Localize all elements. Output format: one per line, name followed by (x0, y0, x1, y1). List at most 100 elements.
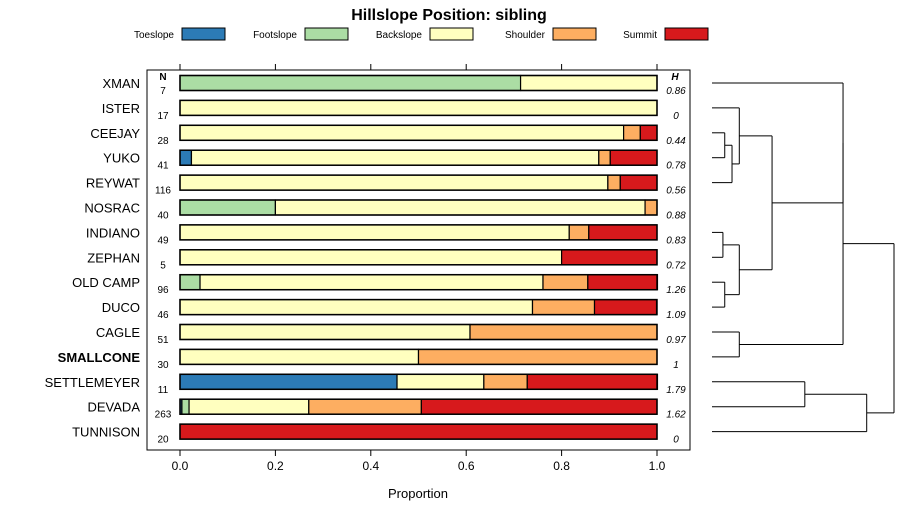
legend-swatch (664, 27, 709, 41)
plot-frame (146, 69, 691, 451)
category-label: INDIANO (86, 225, 140, 240)
h-value: 1.62 (666, 410, 686, 421)
bar-outline (179, 74, 658, 92)
n-value: 51 (157, 335, 169, 346)
bar-segment (179, 323, 471, 341)
bar-segment (179, 224, 570, 241)
legend-label: Shoulder (505, 30, 546, 41)
bar-segment (179, 174, 609, 191)
x-tick-label: 0.4 (362, 459, 379, 473)
h-value: 0.83 (666, 235, 686, 246)
legend-label: Summit (623, 30, 657, 41)
legend-swatch (552, 27, 597, 41)
bar-segment (179, 299, 534, 316)
bar-outline (179, 224, 658, 241)
bar-outline (179, 298, 658, 316)
bar-segment (179, 423, 658, 440)
h-value: 0.88 (666, 211, 686, 222)
bar-segment (588, 224, 658, 241)
h-value: 0 (673, 435, 679, 446)
h-value: 1.09 (666, 310, 686, 321)
bar-segment (420, 398, 658, 415)
bar-segment (639, 124, 658, 141)
bar-segment (181, 398, 190, 415)
category-label: SETTLEMEYER (45, 375, 140, 390)
n-value: 30 (157, 360, 169, 371)
bar-segment (593, 299, 658, 316)
n-value: 41 (157, 161, 169, 172)
category-label: CAGLE (96, 325, 140, 340)
bar-segment (542, 274, 589, 291)
bar-segment (274, 199, 646, 216)
n-value: 11 (158, 385, 169, 396)
n-value: 5 (160, 260, 166, 271)
bar-segment (179, 274, 201, 291)
bar-segment (308, 398, 422, 415)
bar-outline (179, 323, 658, 341)
n-value: 46 (157, 310, 169, 321)
bar-segment (587, 274, 659, 291)
legend-label: Toeslope (134, 30, 174, 41)
h-value: 1 (673, 360, 679, 371)
bar-outline (179, 348, 658, 366)
bar-segment (179, 373, 398, 390)
bar-segment (560, 249, 658, 266)
bar-segment (417, 348, 658, 365)
n-value: 96 (157, 285, 169, 296)
legend-swatch (304, 27, 349, 41)
bar-segment (199, 274, 544, 291)
bar-segment (609, 149, 658, 166)
bar-outline (179, 124, 658, 142)
bar-outline (179, 423, 658, 440)
category-label: TUNNISON (72, 425, 140, 440)
category-label: DEVADA (88, 400, 141, 415)
bar-segment (644, 199, 658, 216)
h-value: 0 (673, 111, 679, 122)
bar-segment (568, 224, 590, 241)
legend-label: Backslope (376, 30, 423, 41)
h-column-header: H (671, 72, 679, 83)
bar-segment (607, 174, 621, 191)
bar-outline (179, 249, 658, 266)
category-label: CEEJAY (90, 126, 140, 141)
bar-outline (179, 373, 658, 391)
bar-segment (531, 299, 596, 316)
bar-segment (179, 199, 277, 216)
category-label: OLD CAMP (72, 275, 140, 290)
bar-segment (179, 348, 420, 365)
chart-title: Hillslope Position: sibling (351, 7, 547, 24)
category-label: XMAN (102, 76, 140, 91)
legend-swatch (429, 27, 474, 41)
legend-label: Footslope (253, 30, 297, 41)
x-tick-label: 1.0 (649, 459, 666, 473)
dendrogram (712, 82, 895, 433)
category-label: YUKO (103, 151, 140, 166)
bar-segment (179, 124, 625, 141)
x-axis-label: Proportion (388, 486, 448, 501)
bar-segment (598, 149, 611, 166)
category-label: DUCO (102, 300, 140, 315)
x-tick-label: 0.2 (267, 459, 284, 473)
category-label: REYWAT (86, 176, 140, 191)
h-value: 0.86 (666, 86, 686, 97)
bar-segment (188, 398, 310, 415)
n-value: 7 (160, 86, 166, 97)
x-tick-label: 0.8 (553, 459, 570, 473)
n-value: 49 (157, 235, 169, 246)
bar-segment (483, 373, 528, 390)
category-label: NOSRAC (84, 201, 140, 216)
bar-outline (179, 398, 658, 415)
bar-outline (179, 149, 658, 166)
h-value: 1.26 (666, 285, 686, 296)
bar-outline (179, 273, 658, 291)
x-tick-label: 0.6 (458, 459, 475, 473)
bar-segment (469, 323, 658, 341)
bar-segment (179, 99, 658, 117)
bar-segment (396, 373, 485, 390)
h-value: 0.44 (666, 136, 686, 147)
n-column-header: N (159, 72, 166, 83)
bar-segment (179, 74, 522, 92)
bar-segment (179, 149, 193, 166)
h-value: 0.72 (666, 260, 686, 271)
